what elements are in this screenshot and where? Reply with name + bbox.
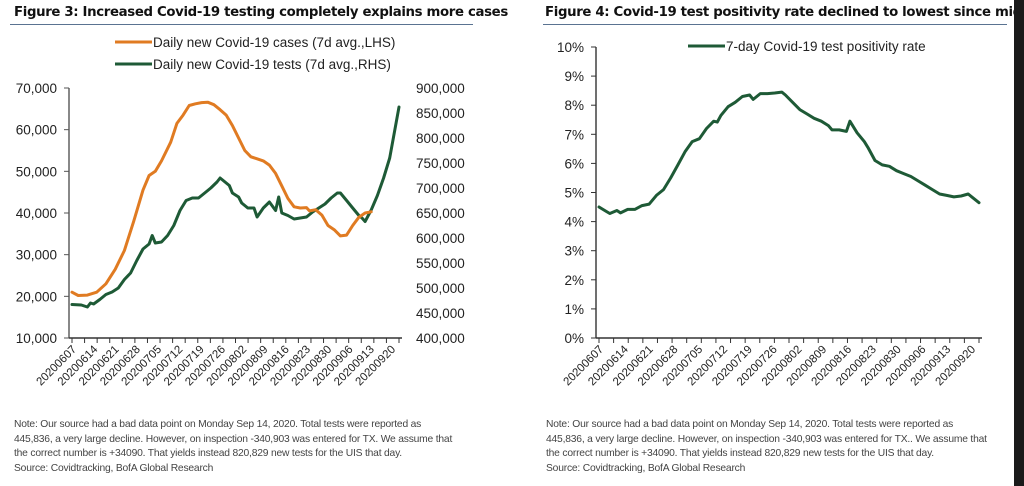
note-line: the correct number is +34090. That yield… — [546, 448, 934, 459]
source-line: Source: Covidtracking, BofA Global Resea… — [546, 462, 746, 474]
right-y-tick-label: 550,000 — [416, 256, 465, 271]
y-tick-label: 7% — [564, 127, 584, 142]
y-tick-label: 6% — [564, 156, 584, 171]
figure-4-note: Note: Our source had a bad data point on… — [546, 418, 987, 476]
y-tick-label: 2% — [564, 273, 584, 288]
left-y-tick-label: 60,000 — [16, 123, 57, 138]
figure-3-chart: 10,000 20,000 30,000 40,000 50,000 60,000 70,0… — [16, 35, 465, 388]
figure-4-chart: 0%1%2%3%4%5%6%7%8%9%10%20200607202006142… — [557, 39, 982, 388]
note-line: 445,836, a very large decline. However, … — [546, 433, 987, 445]
left-y-tick-label: 40,000 — [16, 206, 57, 221]
left-y-tick-label: 10,000 — [16, 331, 57, 346]
left-y-tick-label: 50,000 — [16, 164, 57, 179]
right-y-tick-label: 900,000 — [416, 81, 465, 96]
right-y-tick-label: 750,000 — [416, 156, 465, 171]
right-y-tick-label: 450,000 — [416, 306, 465, 321]
right-y-tick-label: 500,000 — [416, 281, 465, 296]
series-line-positivity — [597, 90, 981, 215]
series-line-tests — [70, 105, 401, 309]
legend-label-cases: Daily new Covid-19 cases (7d avg.,LHS) — [153, 35, 395, 50]
right-y-tick-label: 800,000 — [416, 131, 465, 146]
series-line-cases — [70, 100, 373, 297]
y-tick-label: 10% — [557, 40, 584, 55]
right-y-tick-label: 850,000 — [416, 106, 465, 121]
y-tick-label: 5% — [564, 186, 584, 201]
left-y-tick-label: 70,000 — [16, 81, 57, 96]
y-tick-label: 3% — [564, 244, 584, 259]
window-border — [1014, 0, 1024, 486]
right-y-tick-label: 600,000 — [416, 231, 465, 246]
legend-label-tests: Daily new Covid-19 tests (7d avg.,RHS) — [153, 57, 391, 72]
y-tick-label: 4% — [564, 215, 584, 230]
right-y-tick-label: 400,000 — [416, 331, 465, 346]
note-line: the correct number is +34090. That yield… — [14, 448, 402, 459]
left-y-tick-label: 20,000 — [16, 289, 57, 304]
figure-4-title-rule — [543, 24, 1007, 25]
note-line: Note: Our source had a bad data point on… — [14, 419, 422, 430]
note-line: Note: Our source had a bad data point on… — [546, 419, 954, 430]
y-tick-label: 8% — [564, 98, 584, 113]
source-line: Source: Covidtracking, BofA Global Resea… — [14, 462, 214, 474]
note-line: 445,836, a very large decline. However, … — [14, 433, 453, 445]
figure-4-title: Figure 4: Covid-19 test positivity rate … — [545, 5, 1024, 20]
y-tick-label: 0% — [564, 331, 584, 346]
y-tick-label: 1% — [564, 302, 584, 317]
figure-3-title: Figure 3: Increased Covid-19 testing com… — [14, 5, 508, 20]
figure-3-panel: Figure 3: Increased Covid-19 testing com… — [10, 5, 508, 476]
figure-3-note: Note: Our source had a bad data point on… — [14, 418, 452, 476]
figure-4-panel: Figure 4: Covid-19 test positivity rate … — [512, 0, 1024, 486]
right-y-tick-label: 650,000 — [416, 206, 465, 221]
legend-label-positivity: 7-day Covid-19 test positivity rate — [726, 39, 926, 54]
figure-3-title-rule — [10, 24, 473, 25]
left-y-tick-label: 30,000 — [16, 248, 57, 263]
y-tick-label: 9% — [564, 69, 584, 84]
right-y-tick-label: 700,000 — [416, 181, 465, 196]
